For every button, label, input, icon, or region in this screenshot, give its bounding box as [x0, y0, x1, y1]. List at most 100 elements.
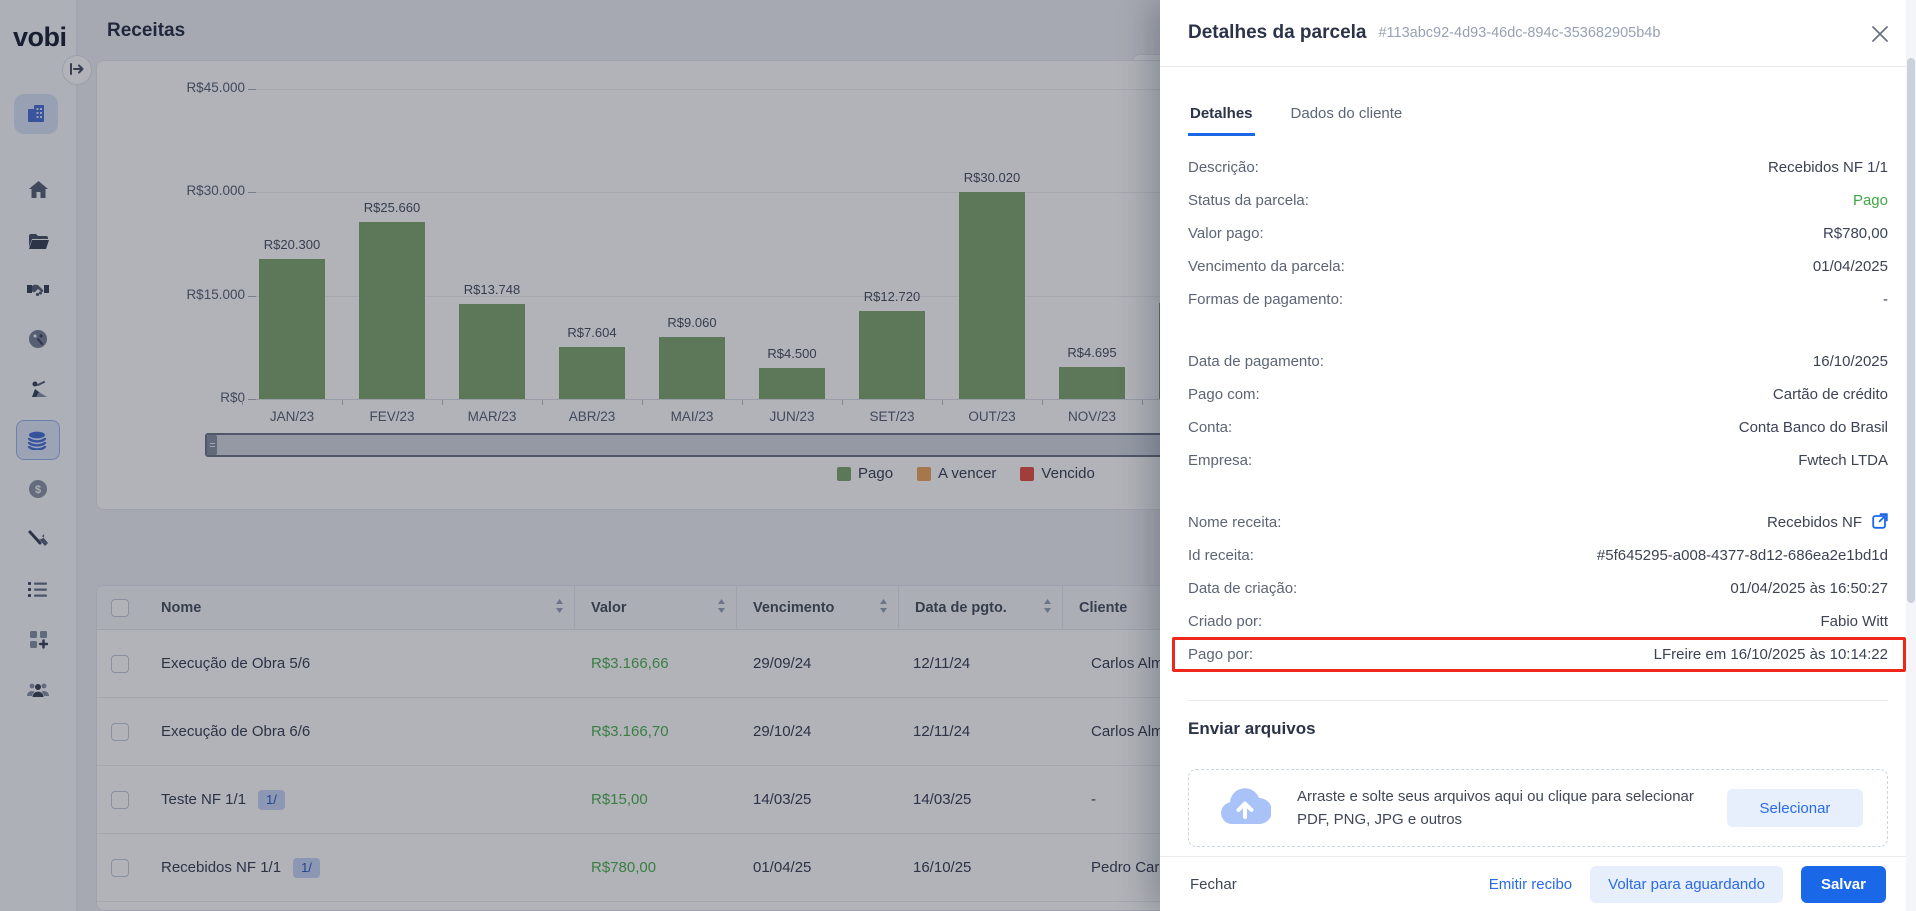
- column-header-label: Data de pgto.: [915, 599, 1007, 616]
- sidebar-item-company[interactable]: [14, 94, 58, 134]
- legend-label: Pago: [858, 465, 894, 482]
- detail-row-descri-o: Descrição: Recebidos NF 1/1: [1188, 151, 1888, 184]
- tab-detalhes[interactable]: Detalhes: [1188, 105, 1255, 136]
- sidebar-item-home[interactable]: [16, 169, 60, 209]
- row-checkbox[interactable]: [111, 654, 129, 673]
- salvar-button[interactable]: Salvar: [1800, 865, 1886, 903]
- installment-count-badge: 1/: [258, 789, 285, 810]
- sidebar-item-construction[interactable]: [16, 369, 60, 409]
- voltar-para-aguardando-button[interactable]: Voltar para aguardando: [1590, 865, 1783, 903]
- detail-value-text: Recebidos NF: [1766, 514, 1862, 531]
- handshake-icon: [26, 283, 50, 297]
- sort-icon[interactable]: [1043, 598, 1052, 617]
- drawer-footer: Fechar Emitir recibo Voltar para aguarda…: [1160, 856, 1916, 911]
- legend-item-a-vencer[interactable]: A vencer: [917, 465, 996, 482]
- chart-bar: [559, 346, 625, 399]
- x-axis-tick: [642, 400, 643, 405]
- legend-item-pago[interactable]: Pago: [837, 465, 893, 482]
- close-icon[interactable]: [1870, 24, 1890, 44]
- drawer-tabs: Detalhes Dados do cliente: [1160, 67, 1916, 136]
- column-header-valor[interactable]: Valor: [575, 586, 737, 629]
- emitir-recibo-button[interactable]: Emitir recibo: [1488, 875, 1573, 893]
- detail-value: Recebidos NF: [1766, 512, 1888, 533]
- y-axis-tick: [248, 399, 256, 400]
- sort-icon[interactable]: [879, 598, 888, 617]
- sidebar-item-payments[interactable]: $: [16, 469, 60, 509]
- column-header-label: Valor: [591, 599, 627, 616]
- sidebar-item-design[interactable]: [16, 319, 60, 359]
- installment-id: #113abc92-4d93-46dc-894c-353682905b4b: [1378, 25, 1661, 41]
- sort-icon[interactable]: [717, 598, 726, 617]
- legend-swatch: [1020, 466, 1035, 481]
- x-axis-label: FEV/23: [369, 409, 415, 424]
- cell-cliente: Carlos Alme: [1091, 655, 1172, 672]
- detail-row-empresa: Empresa: Fwtech LTDA: [1188, 444, 1888, 477]
- open-receita-external-link-icon[interactable]: [1872, 512, 1888, 533]
- page-title: Receitas: [107, 20, 186, 41]
- sidebar: vobi $: [0, 0, 77, 911]
- row-checkbox[interactable]: [111, 722, 129, 741]
- column-header-datadepgto[interactable]: Data de pgto.: [899, 586, 1063, 629]
- detail-value-text: -: [1883, 291, 1888, 308]
- column-header-vencimento[interactable]: Vencimento: [737, 586, 899, 629]
- y-axis-tick: [248, 295, 256, 297]
- x-axis-label: OUT/23: [968, 409, 1016, 424]
- drawer-scrollbar-track[interactable]: [1906, 0, 1916, 911]
- bar-value-label: R$12.720: [863, 289, 921, 305]
- drawer-scrollbar-thumb[interactable]: [1907, 58, 1915, 603]
- chart-bar: [659, 336, 725, 399]
- sidebar-item-integrations[interactable]: [16, 619, 60, 659]
- y-axis-label: R$0: [220, 390, 245, 405]
- x-axis-label: SET/23: [869, 409, 915, 424]
- collapse-arrow-icon: [70, 62, 84, 78]
- selecionar-button[interactable]: Selecionar: [1727, 789, 1863, 827]
- sidebar-item-projects[interactable]: [16, 221, 60, 261]
- detail-label: Empresa:: [1188, 452, 1253, 469]
- x-axis-tick: [542, 400, 543, 405]
- modal-overlay[interactable]: [0, 0, 1160, 911]
- row-checkbox[interactable]: [111, 858, 129, 877]
- bar-value-label: R$20.300: [263, 237, 321, 253]
- cell-cliente: Carlos Alme: [1091, 723, 1172, 740]
- column-header-label: Vencimento: [753, 599, 835, 616]
- detail-label: Pago com:: [1188, 386, 1260, 403]
- cloud-upload-icon: [1219, 786, 1272, 831]
- x-axis-tick: [1042, 400, 1043, 405]
- footer-actions: Emitir recibo Voltar para aguardando Sal…: [1488, 865, 1886, 903]
- row-checkbox[interactable]: [111, 790, 129, 809]
- brush-left-handle[interactable]: [207, 435, 217, 455]
- sidebar-item-finance[interactable]: [16, 420, 60, 460]
- x-axis-label: MAR/23: [467, 409, 517, 424]
- file-dropzone[interactable]: Arraste e solte seus arquivos aqui ou cl…: [1188, 769, 1888, 847]
- legend-item-vencido[interactable]: Vencido: [1020, 465, 1095, 482]
- sidebar-collapse-button[interactable]: [62, 55, 92, 85]
- sort-icon[interactable]: [555, 598, 564, 617]
- fechar-button[interactable]: Fechar: [1190, 875, 1237, 893]
- bar-value-label: R$7.604: [567, 324, 617, 340]
- header-checkbox-cell: [97, 586, 161, 629]
- cell-cliente: -: [1091, 791, 1096, 808]
- sidebar-item-team[interactable]: [16, 670, 60, 710]
- sidebar-item-crm[interactable]: [16, 270, 60, 310]
- detail-group: Descrição: Recebidos NF 1/1 Status da parc…: [1188, 151, 1888, 316]
- chart-legend: Pago A vencer Vencido: [837, 465, 1095, 482]
- vobi-logo: vobi: [13, 22, 67, 52]
- tools-icon: [28, 530, 48, 550]
- detail-value: 16/10/2025: [1813, 353, 1888, 370]
- x-axis-tick: [342, 400, 343, 405]
- tab-dados-do-cliente[interactable]: Dados do cliente: [1290, 105, 1403, 122]
- detail-value: Fabio Witt: [1820, 613, 1888, 630]
- sidebar-item-lists[interactable]: [16, 569, 60, 609]
- bar-value-label: R$25.660: [363, 200, 421, 216]
- list-icon: [28, 581, 48, 597]
- drawer-header: Detalhes da parcela #113abc92-4d93-46dc-…: [1160, 0, 1916, 67]
- installment-name: Execução de Obra 6/6: [161, 723, 311, 740]
- detail-row-data-de-cria-o: Data de criação: 01/04/2025 às 16:50:27: [1188, 572, 1888, 605]
- detail-row-nome-receita: Nome receita: Recebidos NF: [1188, 506, 1888, 539]
- dropzone-line1: Arraste e solte seus arquivos aqui ou cl…: [1297, 788, 1694, 805]
- apps-plus-icon: [29, 630, 48, 649]
- detail-value-text: Conta Banco do Brasil: [1738, 419, 1888, 436]
- sidebar-item-tools[interactable]: [16, 520, 60, 560]
- column-header-nome[interactable]: Nome: [161, 586, 575, 629]
- select-all-checkbox[interactable]: [111, 598, 129, 617]
